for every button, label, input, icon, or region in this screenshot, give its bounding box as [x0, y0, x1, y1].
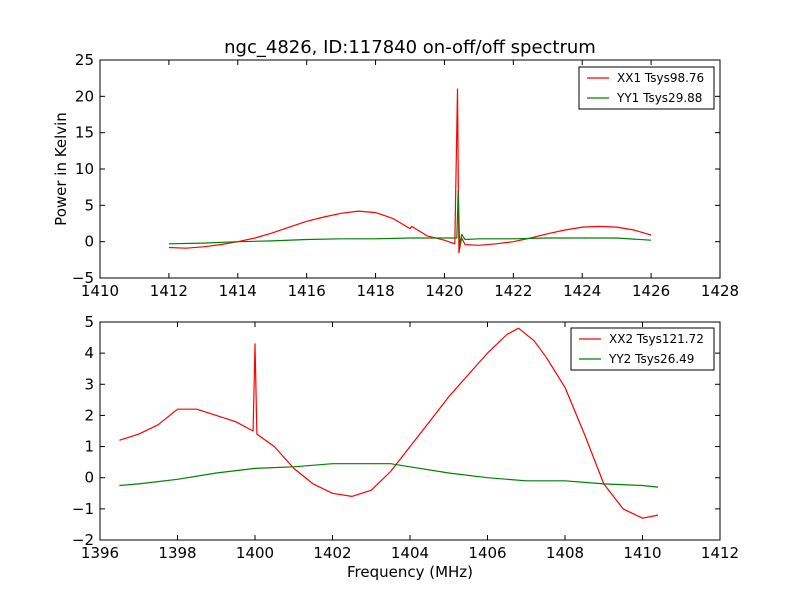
x-tick-label: 1410: [623, 544, 661, 562]
y-tick-label: −5: [72, 269, 94, 287]
series-line-1: [119, 463, 659, 488]
y-tick-label: 15: [75, 124, 94, 142]
x-tick-label: 1412: [701, 544, 739, 562]
x-tick-label: 1418: [356, 282, 394, 300]
series-line-1: [168, 190, 652, 246]
y-tick-label: 20: [75, 87, 94, 105]
x-tick-label: 1414: [219, 282, 257, 300]
x-tick-label: 1404: [391, 544, 429, 562]
legend-box: [578, 66, 715, 110]
y-tick-label: 0: [84, 233, 94, 251]
x-axis-label: Frequency (MHz): [347, 563, 473, 581]
y-tick-label: 0: [84, 469, 94, 487]
y-tick-label: 10: [75, 160, 94, 178]
y-axis-label: Power in Kelvin: [52, 112, 70, 226]
chart-title: ngc_4826, ID:117840 on-off/off spectrum: [224, 37, 596, 58]
y-tick-label: 3: [84, 375, 94, 393]
x-tick-label: 1402: [313, 544, 351, 562]
y-tick-label: −2: [72, 531, 94, 549]
x-tick-label: 1396: [81, 544, 119, 562]
legend-entry: XX2 Tsys121.72: [609, 332, 704, 346]
x-tick-label: 1408: [546, 544, 584, 562]
y-tick-label: 5: [84, 196, 94, 214]
x-tick-label: 1400: [236, 544, 274, 562]
x-tick-label: 1410: [81, 282, 119, 300]
y-tick-label: 4: [84, 344, 94, 362]
y-tick-label: 1: [84, 438, 94, 456]
x-tick-label: 1406: [468, 544, 506, 562]
y-tick-label: −1: [72, 500, 94, 518]
x-tick-label: 1416: [288, 282, 326, 300]
x-tick-label: 1424: [563, 282, 601, 300]
legend-box: [570, 327, 715, 371]
x-tick-label: 1426: [632, 282, 670, 300]
x-tick-label: 1420: [425, 282, 463, 300]
legend-entry: XX1 Tsys98.76: [617, 71, 704, 85]
legend-entry: YY1 Tsys29.88: [616, 91, 702, 105]
y-tick-label: 2: [84, 406, 94, 424]
x-tick-label: 1412: [150, 282, 188, 300]
x-tick-label: 1398: [158, 544, 196, 562]
x-tick-label: 1428: [701, 282, 739, 300]
y-tick-label: 25: [75, 51, 94, 69]
x-tick-label: 1422: [494, 282, 532, 300]
legend-entry: YY2 Tsys26.49: [608, 352, 694, 366]
series-line-0: [119, 327, 659, 519]
y-tick-label: 5: [84, 313, 94, 331]
